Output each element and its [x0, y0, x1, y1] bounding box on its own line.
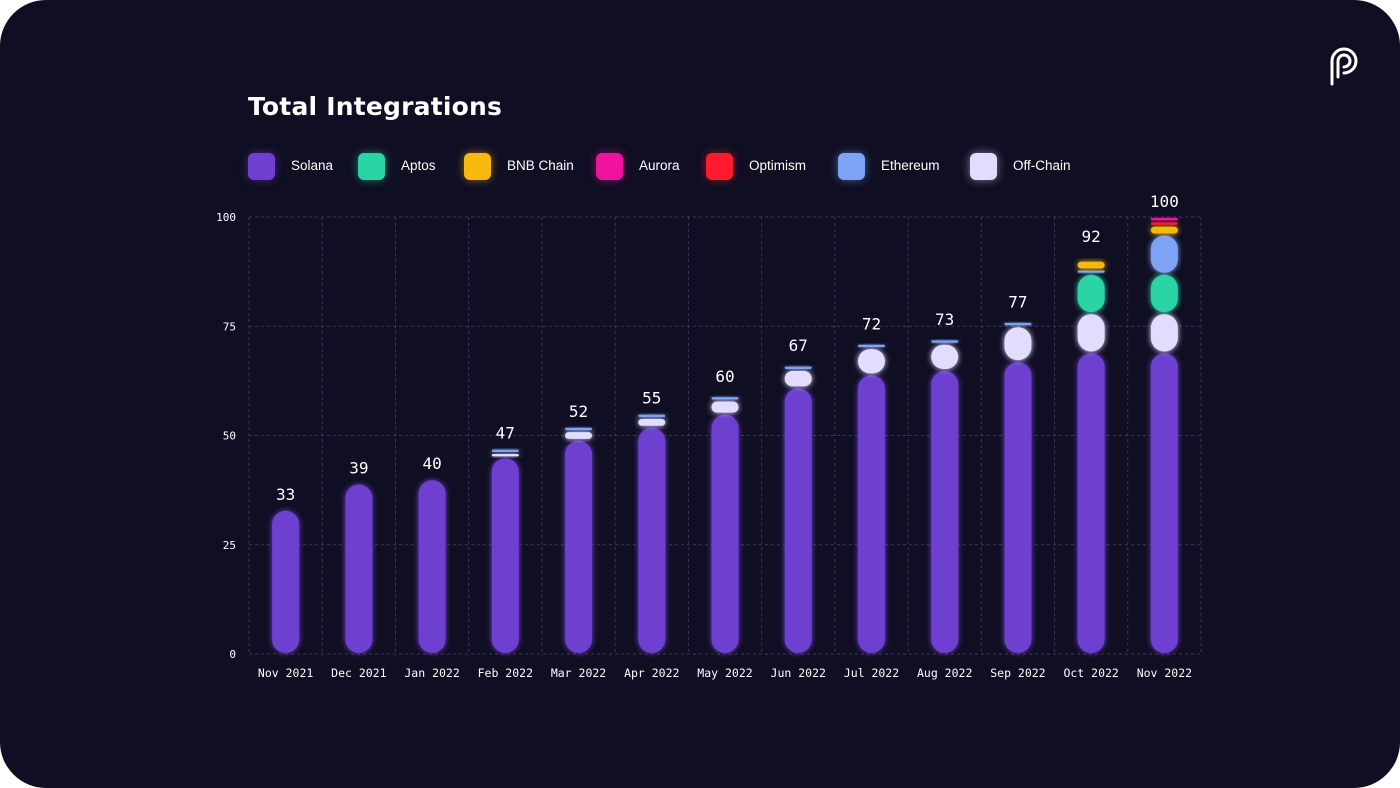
x-tick-label: Apr 2022 — [624, 666, 679, 680]
x-tick-label: Dec 2021 — [331, 666, 386, 680]
bar-segment-off-chain — [1150, 314, 1178, 352]
legend-label-aurora: Aurora — [639, 158, 680, 173]
bar-segment-off-chain — [711, 401, 739, 413]
bar-segment-solana — [1077, 353, 1105, 653]
x-tick-label: Aug 2022 — [917, 666, 972, 680]
bar-segment-solana — [931, 370, 959, 653]
legend-swatch-optimism — [706, 153, 733, 180]
legend-label-off-chain: Off-Chain — [1013, 158, 1071, 173]
y-tick-label: 75 — [223, 320, 236, 333]
bar-segment-aptos — [1150, 274, 1178, 313]
legend-swatch-ethereum — [838, 153, 865, 180]
bar-total-label: 92 — [1082, 227, 1101, 246]
x-tick-label: Nov 2022 — [1137, 666, 1192, 680]
bar-total-label: 40 — [422, 454, 441, 473]
x-tick-label: Nov 2021 — [258, 666, 313, 680]
bar-total-label: 33 — [276, 485, 295, 504]
bar-total-label: 47 — [496, 424, 515, 443]
bar-total-label: 52 — [569, 402, 588, 421]
bar-segment-off-chain — [1077, 314, 1105, 352]
bar-segment-ethereum — [931, 340, 959, 343]
bar-total-label: 55 — [642, 389, 661, 408]
bar-segment-off-chain — [784, 370, 812, 387]
x-tick-label: Oct 2022 — [1063, 666, 1118, 680]
bar-total-label: 39 — [349, 459, 368, 478]
x-tick-label: Jan 2022 — [404, 666, 459, 680]
bar-segment-solana — [857, 375, 885, 653]
bar-total-label: 73 — [935, 310, 954, 329]
bar-segment-ethereum — [1150, 235, 1178, 273]
bar-segment-off-chain — [565, 432, 593, 439]
bar-segment-ethereum — [491, 449, 519, 452]
x-tick-label: Feb 2022 — [478, 666, 533, 680]
x-tick-label: May 2022 — [697, 666, 752, 680]
legend-swatch-aptos — [358, 153, 385, 180]
bar-segment-off-chain — [638, 419, 666, 426]
x-tick-label: Sep 2022 — [990, 666, 1045, 680]
y-tick-label: 25 — [223, 539, 236, 552]
bar-segment-solana — [711, 414, 739, 653]
y-tick-label: 50 — [223, 430, 236, 443]
x-tick-label: Jun 2022 — [771, 666, 826, 680]
bar-segment-ethereum — [638, 414, 666, 418]
bar-segment-off-chain — [491, 453, 519, 457]
legend-label-optimism: Optimism — [749, 158, 806, 173]
bar-total-label: 77 — [1008, 293, 1027, 312]
bar-segment-solana — [272, 510, 300, 653]
bar-total-label: 72 — [862, 314, 881, 333]
bar-segment-solana — [1004, 362, 1032, 653]
bar-segment-off-chain — [857, 349, 885, 374]
bar-segment-ethereum — [857, 344, 885, 348]
bar-segment-ethereum — [784, 366, 812, 369]
bar-total-label: 60 — [715, 367, 734, 386]
bar-segment-optimism — [1150, 222, 1178, 225]
bar-segment-ethereum — [1004, 322, 1032, 326]
bar-segment-solana — [491, 458, 519, 653]
bar-segment-off-chain — [931, 344, 959, 369]
bar-segment-ethereum — [711, 397, 739, 400]
bar-segment-solana — [784, 388, 812, 653]
pyth-logo-icon — [1330, 47, 1358, 86]
bar-segment-solana — [565, 440, 593, 653]
bar-total-label: 100 — [1150, 192, 1179, 211]
bar-segment-bnb-chain — [1150, 226, 1178, 234]
legend-swatch-solana — [248, 153, 275, 180]
legend-swatch-aurora — [596, 153, 623, 180]
x-tick-label: Jul 2022 — [844, 666, 899, 680]
bar-segment-aurora — [1150, 218, 1178, 221]
legend-label-aptos: Aptos — [401, 158, 436, 173]
x-tick-label: Mar 2022 — [551, 666, 606, 680]
bar-segment-solana — [1150, 353, 1178, 653]
bar-segment-solana — [345, 484, 373, 653]
y-tick-label: 0 — [229, 648, 236, 661]
legend-swatch-bnb-chain — [464, 153, 491, 180]
bar-segment-off-chain — [1004, 327, 1032, 361]
legend-label-ethereum: Ethereum — [881, 158, 940, 173]
chart-title: Total Integrations — [248, 92, 503, 121]
bar-total-label: 67 — [789, 336, 808, 355]
legend-swatch-off-chain — [970, 153, 997, 180]
y-tick-label: 100 — [216, 211, 236, 224]
bar-segment-solana — [638, 427, 666, 653]
legend-label-solana: Solana — [291, 158, 334, 173]
bar-segment-aptos — [1077, 274, 1105, 313]
bar-segment-bnb-chain — [1077, 261, 1105, 269]
legend-label-bnb-chain: BNB Chain — [507, 158, 574, 173]
bar-segment-ethereum — [565, 427, 593, 431]
bar-segment-solana — [418, 480, 446, 653]
bar-segment-ethereum — [1077, 270, 1105, 273]
